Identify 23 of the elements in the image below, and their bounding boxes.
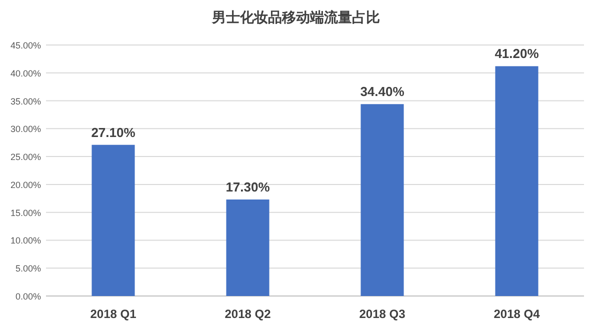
y-tick-label: 20.00%	[10, 180, 41, 190]
data-label: 17.30%	[226, 180, 270, 195]
y-tick-label: 0.00%	[15, 292, 41, 302]
bar	[360, 104, 404, 296]
data-label: 27.10%	[91, 124, 136, 140]
x-tick-label: 2018 Q2	[224, 307, 272, 321]
x-tick-label: 2018 Q3	[359, 307, 406, 321]
chart-title: 男士化妆品移动端流量占比	[211, 9, 380, 25]
y-tick-label: 5.00%	[15, 264, 41, 274]
y-tick-label: 10.00%	[10, 236, 41, 246]
data-label: 34.40%	[360, 84, 405, 100]
bar	[92, 144, 135, 296]
y-tick-label: 25.00%	[10, 152, 41, 162]
y-tick-label: 45.00%	[10, 40, 41, 50]
y-tick-label: 35.00%	[10, 96, 41, 106]
y-tick-label: 15.00%	[10, 208, 41, 218]
bar	[495, 66, 538, 296]
y-tick-label: 40.00%	[10, 68, 41, 78]
data-label: 41.20%	[494, 46, 540, 62]
y-tick-label: 30.00%	[10, 124, 41, 134]
bar	[226, 200, 270, 296]
x-tick-label: 2018 Q1	[90, 307, 137, 321]
x-tick-label: 2018 Q4	[494, 307, 540, 321]
